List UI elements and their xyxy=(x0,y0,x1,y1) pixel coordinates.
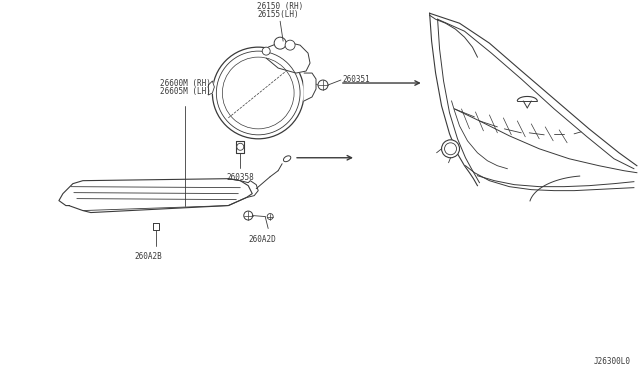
Text: 260358: 260358 xyxy=(227,173,254,182)
Text: 260A2B: 260A2B xyxy=(135,253,163,262)
Text: 26600M (RH): 26600M (RH) xyxy=(160,79,211,88)
Circle shape xyxy=(262,47,270,55)
Circle shape xyxy=(237,143,244,150)
Polygon shape xyxy=(59,179,252,212)
Text: 260A2D: 260A2D xyxy=(248,235,276,244)
Polygon shape xyxy=(236,141,244,153)
Polygon shape xyxy=(304,73,316,101)
Circle shape xyxy=(274,37,286,49)
Polygon shape xyxy=(228,179,258,206)
Text: J26300L0: J26300L0 xyxy=(594,357,631,366)
Circle shape xyxy=(442,140,460,158)
Text: 26155(LH): 26155(LH) xyxy=(257,10,299,19)
Circle shape xyxy=(318,80,328,90)
Circle shape xyxy=(212,47,304,139)
Polygon shape xyxy=(209,81,214,95)
Polygon shape xyxy=(152,222,159,231)
Text: 26150 (RH): 26150 (RH) xyxy=(257,2,303,11)
Polygon shape xyxy=(266,41,310,73)
Circle shape xyxy=(285,40,295,50)
Text: 26605M (LH): 26605M (LH) xyxy=(160,87,211,96)
Text: 260351: 260351 xyxy=(343,74,371,84)
